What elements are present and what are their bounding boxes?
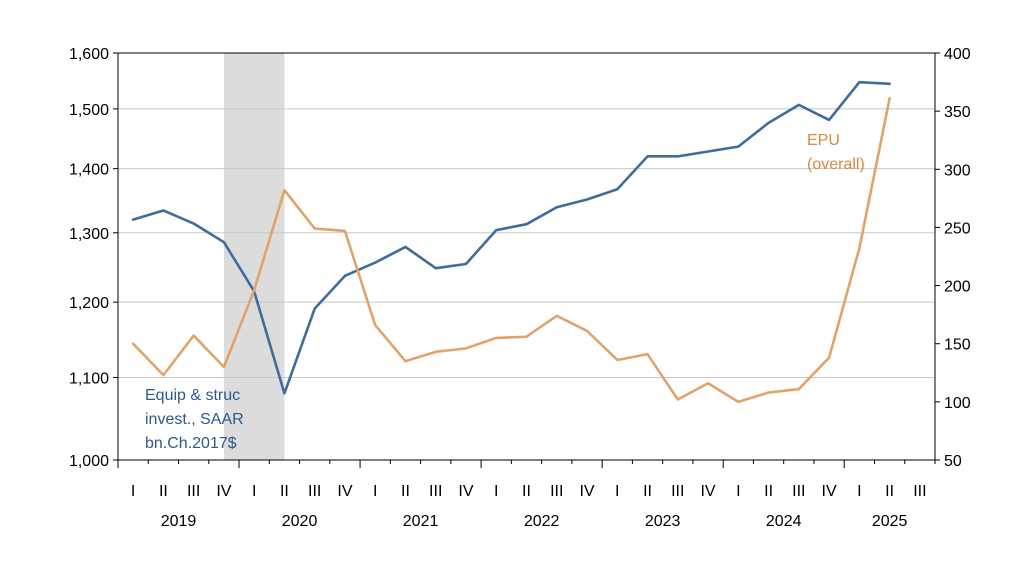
frame-layer: [117, 52, 936, 461]
series-label-epu: EPU (overall): [807, 132, 865, 173]
left-tick-label-1: 1,100: [69, 370, 109, 387]
quarter-label-24: I: [857, 483, 861, 500]
series-label-investment-line-3: bn.Ch.2017$: [145, 435, 237, 452]
series-line-epu: [131, 97, 891, 404]
right-tick-label-5: 300: [944, 162, 971, 179]
right-tick-label-7: 400: [944, 46, 971, 63]
quarter-label-21: II: [764, 483, 773, 500]
year-label-2022: 2022: [524, 513, 560, 530]
quarter-label-4: I: [252, 483, 256, 500]
year-label-2020: 2020: [282, 513, 318, 530]
left-tick-label-4: 1,400: [69, 162, 109, 179]
year-label-2025: 2025: [872, 513, 908, 530]
quarter-label-25: II: [885, 483, 894, 500]
series-label-investment-line-2: invest., SAAR: [145, 411, 244, 428]
quarter-label-22: III: [792, 483, 805, 500]
quarter-label-10: III: [429, 483, 442, 500]
quarter-label-11: IV: [458, 483, 473, 500]
right-tick-label-3: 200: [944, 279, 971, 296]
quarter-label-0: I: [131, 483, 135, 500]
quarter-label-3: IV: [216, 483, 231, 500]
right-tick-label-1: 100: [944, 395, 971, 412]
quarter-label-13: II: [522, 483, 531, 500]
year-label-2019: 2019: [161, 513, 197, 530]
quarter-label-19: IV: [700, 483, 715, 500]
quarter-label-5: II: [280, 483, 289, 500]
quarter-label-7: IV: [337, 483, 352, 500]
quarter-label-6: III: [308, 483, 321, 500]
series-label-investment: Equip & struc invest., SAAR bn.Ch.2017$: [145, 387, 248, 452]
series-line-investment: [131, 80, 891, 395]
left-tick-label-5: 1,500: [69, 102, 109, 119]
left-tick-label-0: 1,000: [69, 453, 109, 470]
quarter-label-9: II: [401, 483, 410, 500]
year-label-2023: 2023: [645, 513, 681, 530]
left-tick-label-6: 1,600: [69, 46, 109, 63]
right-tick-label-4: 250: [944, 220, 971, 237]
quarter-label-14: III: [550, 483, 563, 500]
quarter-label-26: III: [913, 483, 926, 500]
quarter-label-18: III: [671, 483, 684, 500]
year-label-2024: 2024: [766, 513, 802, 530]
quarter-label-17: II: [643, 483, 652, 500]
quarter-label-20: I: [736, 483, 740, 500]
quarter-label-12: I: [494, 483, 498, 500]
grid-layer: [118, 108, 935, 378]
right-tick-label-0: 50: [944, 453, 962, 470]
year-label-2021: 2021: [403, 513, 439, 530]
left-tick-label-3: 1,300: [69, 226, 109, 243]
quarter-label-2: III: [187, 483, 200, 500]
ticks-layer: 1,000 1,100 1,200 1,300 1,400 1,500 1,600 50 100…: [69, 46, 971, 530]
quarter-label-8: I: [373, 483, 377, 500]
series-label-investment-line-1: Equip & struc: [145, 387, 240, 404]
right-tick-label-6: 350: [944, 104, 971, 121]
right-tick-label-2: 150: [944, 337, 971, 354]
quarter-label-16: I: [615, 483, 619, 500]
series-layer: [131, 80, 891, 404]
quarter-label-1: II: [159, 483, 168, 500]
series-label-epu-line-1: EPU: [807, 132, 840, 149]
series-label-epu-line-2: (overall): [807, 156, 865, 173]
quarter-label-15: IV: [579, 483, 594, 500]
quarter-label-23: IV: [822, 483, 837, 500]
left-tick-label-2: 1,200: [69, 295, 109, 312]
